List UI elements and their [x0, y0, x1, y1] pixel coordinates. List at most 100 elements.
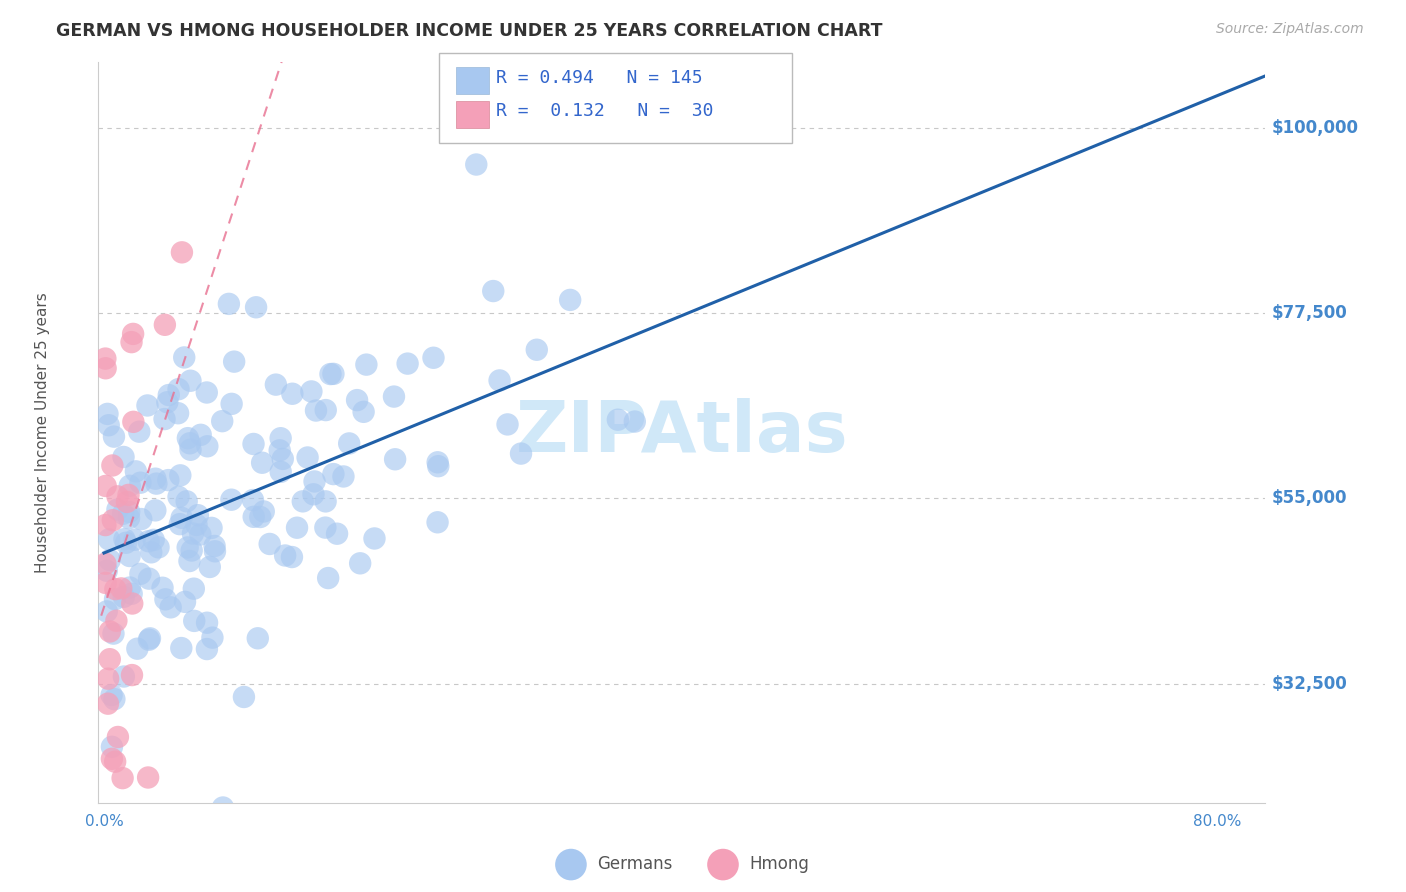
Point — [145, 472, 167, 486]
Point — [101, 752, 124, 766]
Point — [112, 590, 135, 604]
Point — [118, 479, 141, 493]
Point — [422, 351, 444, 365]
Point — [104, 592, 127, 607]
Point — [269, 443, 291, 458]
Point — [465, 157, 488, 171]
Text: R =  0.132   N =  30: R = 0.132 N = 30 — [496, 103, 714, 120]
Point — [138, 534, 160, 549]
Point — [155, 592, 177, 607]
Text: $77,500: $77,500 — [1271, 304, 1347, 322]
Point — [139, 632, 162, 646]
Text: Source: ZipAtlas.com: Source: ZipAtlas.com — [1216, 22, 1364, 37]
Point — [496, 417, 519, 432]
Point — [142, 533, 165, 547]
Point — [153, 412, 176, 426]
Point — [169, 517, 191, 532]
Point — [180, 543, 202, 558]
Text: $100,000: $100,000 — [1271, 120, 1358, 137]
Point — [97, 672, 120, 686]
Point — [270, 465, 292, 479]
Text: $55,000: $55,000 — [1271, 490, 1347, 508]
Point — [97, 418, 120, 433]
Point — [96, 407, 118, 421]
Point — [195, 615, 218, 630]
Point — [427, 459, 450, 474]
Point — [249, 510, 271, 524]
Point — [264, 377, 287, 392]
Point — [138, 572, 160, 586]
Point — [107, 730, 129, 744]
Point — [281, 386, 304, 401]
Point — [242, 437, 264, 451]
Point — [305, 403, 328, 417]
Point — [363, 532, 385, 546]
Point — [198, 560, 221, 574]
Point — [129, 566, 152, 581]
Point — [125, 464, 148, 478]
Point — [322, 367, 344, 381]
Point — [606, 413, 628, 427]
Point — [316, 571, 339, 585]
Point — [349, 557, 371, 571]
Point — [94, 479, 117, 493]
Point — [152, 581, 174, 595]
Point — [176, 494, 198, 508]
Point — [174, 595, 197, 609]
Point — [488, 374, 510, 388]
Point — [101, 513, 124, 527]
Point — [127, 641, 149, 656]
Point — [250, 456, 273, 470]
Point — [270, 431, 292, 445]
Point — [167, 490, 190, 504]
Point — [153, 318, 176, 332]
Point — [143, 503, 166, 517]
Point — [110, 582, 132, 596]
Point — [179, 436, 201, 450]
Point — [97, 697, 120, 711]
Point — [179, 442, 201, 457]
Point — [170, 641, 193, 656]
Point — [259, 537, 281, 551]
Point — [382, 390, 405, 404]
Point — [141, 545, 163, 559]
Point — [117, 488, 139, 502]
Point — [322, 467, 344, 481]
Point — [105, 614, 128, 628]
Point — [129, 475, 152, 490]
Point — [212, 800, 235, 814]
Point — [326, 526, 349, 541]
Point — [195, 642, 218, 657]
Point — [121, 587, 143, 601]
Point — [111, 771, 134, 785]
Point — [107, 489, 129, 503]
Point — [170, 245, 193, 260]
Point — [396, 357, 419, 371]
Point — [211, 414, 233, 428]
Point — [224, 354, 246, 368]
Point — [96, 564, 118, 578]
Point — [200, 521, 222, 535]
Point — [179, 554, 201, 568]
Point — [170, 511, 193, 525]
Point — [232, 690, 254, 704]
Point — [190, 527, 212, 541]
Point — [204, 544, 226, 558]
Point — [115, 495, 138, 509]
Point — [319, 367, 342, 381]
Text: GERMAN VS HMONG HOUSEHOLDER INCOME UNDER 25 YEARS CORRELATION CHART: GERMAN VS HMONG HOUSEHOLDER INCOME UNDER… — [56, 22, 883, 40]
Point — [186, 517, 208, 532]
Point — [118, 505, 141, 519]
Legend: Germans, Hmong: Germans, Hmong — [547, 848, 817, 880]
Point — [96, 604, 118, 618]
Point — [122, 326, 145, 341]
Point — [482, 284, 505, 298]
Point — [136, 771, 159, 785]
Point — [94, 351, 117, 366]
Point — [121, 597, 143, 611]
Point — [204, 539, 226, 553]
Point — [253, 504, 276, 518]
Point — [167, 382, 190, 396]
Point — [353, 405, 375, 419]
Point — [101, 739, 124, 754]
